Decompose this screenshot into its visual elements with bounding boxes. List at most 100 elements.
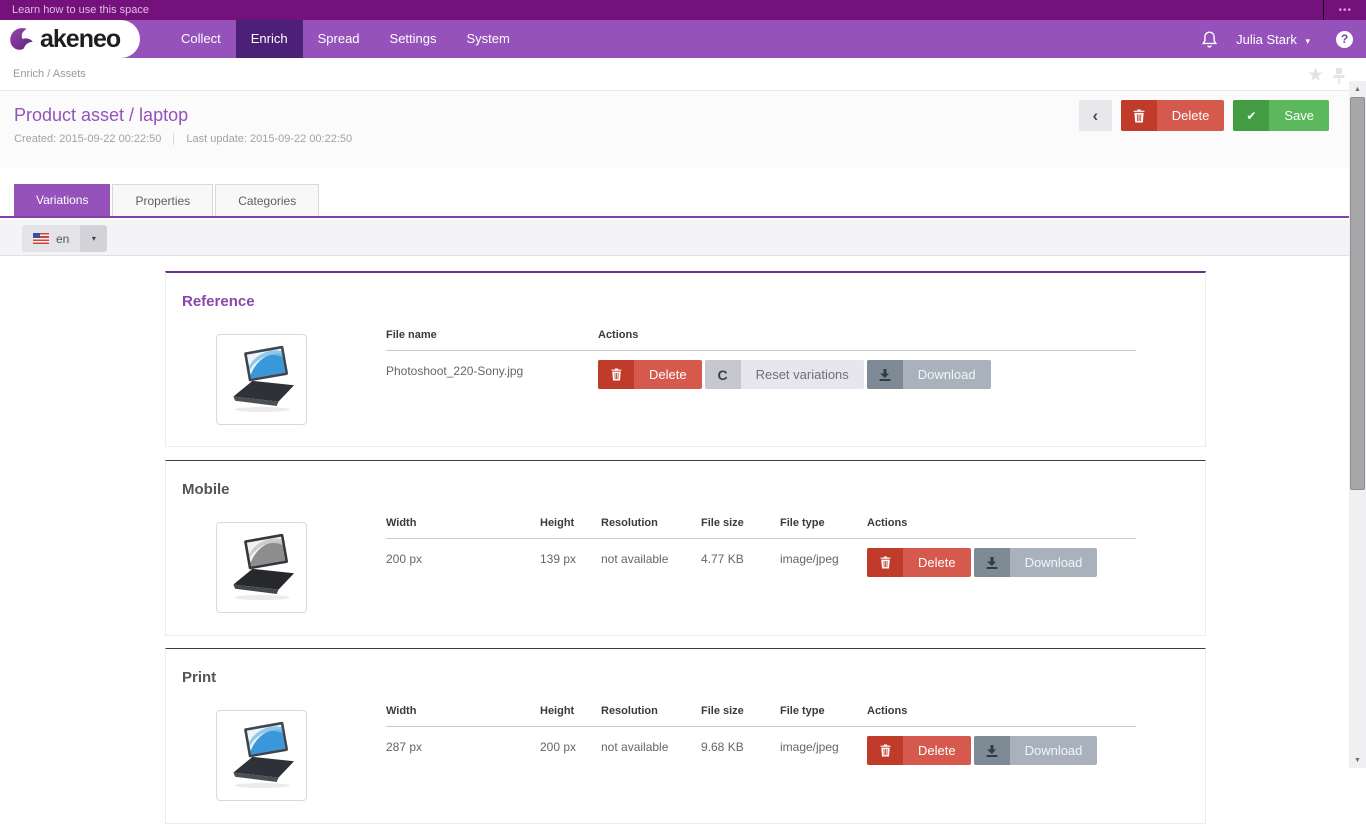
scroll-up-arrow[interactable]: ▲ bbox=[1354, 85, 1361, 93]
main-menu: Collect Enrich Spread Settings System bbox=[166, 20, 525, 58]
height-cell: 200 px bbox=[540, 740, 577, 754]
mobile-table: Width Height Resolution File size File t… bbox=[386, 511, 1136, 577]
download-icon bbox=[973, 736, 1010, 765]
delete-mobile-button[interactable]: Delete bbox=[867, 548, 971, 577]
tab-categories[interactable]: Categories bbox=[215, 184, 320, 216]
notifications-bell-icon[interactable] bbox=[1201, 30, 1218, 49]
breadcrumb[interactable]: Enrich / Assets bbox=[13, 68, 86, 80]
akeneo-logo[interactable]: akeneo bbox=[0, 20, 140, 58]
table-row: 200 px 139 px not available 4.77 KB imag… bbox=[386, 539, 1136, 577]
tab-properties[interactable]: Properties bbox=[112, 184, 214, 216]
column-header-file-size: File size bbox=[701, 511, 780, 539]
table-row: Photoshoot_220-Sony.jpg Delete bbox=[386, 351, 1136, 389]
delete-asset-button[interactable]: Delete bbox=[1120, 100, 1225, 131]
reset-variations-button[interactable]: C Reset variations bbox=[704, 360, 864, 389]
refresh-icon: C bbox=[704, 360, 741, 389]
pin-icon[interactable] bbox=[1332, 67, 1346, 85]
print-thumbnail[interactable] bbox=[216, 710, 307, 801]
download-reference-button[interactable]: Download bbox=[866, 360, 991, 389]
locale-bar: en ▾ bbox=[0, 220, 1366, 256]
resolution-cell: not available bbox=[601, 740, 669, 754]
tab-variations[interactable]: Variations bbox=[14, 184, 111, 216]
user-name: Julia Stark bbox=[1236, 31, 1297, 47]
file-name-cell: Photoshoot_220-Sony.jpg bbox=[386, 364, 524, 378]
trash-icon bbox=[598, 360, 634, 389]
delete-print-button[interactable]: Delete bbox=[867, 736, 971, 765]
column-header-resolution: Resolution bbox=[601, 511, 701, 539]
user-menu[interactable]: Julia Stark ▾ bbox=[1236, 32, 1310, 47]
save-button[interactable]: ✔ Save bbox=[1233, 100, 1329, 131]
height-cell: 139 px bbox=[540, 552, 577, 566]
column-header-file-type: File type bbox=[780, 699, 867, 727]
trash-icon bbox=[867, 548, 903, 577]
meta-divider bbox=[173, 133, 175, 145]
locale-dropdown-button[interactable]: ▾ bbox=[80, 225, 108, 252]
brand-name: akeneo bbox=[40, 24, 121, 53]
mobile-thumbnail[interactable] bbox=[216, 522, 307, 613]
column-header-resolution: Resolution bbox=[601, 699, 701, 727]
scrollbar-thumb[interactable] bbox=[1350, 97, 1365, 490]
table-row: 287 px 200 px not available 9.68 KB imag… bbox=[386, 727, 1136, 765]
locale-switcher[interactable]: en ▾ bbox=[22, 225, 108, 252]
laptop-image bbox=[232, 345, 294, 412]
file-type-cell: image/jpeg bbox=[780, 740, 839, 754]
breadcrumb-row: Enrich / Assets ★ bbox=[0, 58, 1366, 91]
akeneo-bird-icon bbox=[10, 28, 33, 50]
scroll-down-arrow[interactable]: ▼ bbox=[1354, 756, 1361, 764]
nav-item-collect[interactable]: Collect bbox=[181, 31, 221, 46]
file-size-cell: 9.68 KB bbox=[701, 740, 744, 754]
download-mobile-button[interactable]: Download bbox=[973, 548, 1098, 577]
page-title: Product asset / laptop bbox=[14, 105, 189, 125]
download-print-button[interactable]: Download bbox=[973, 736, 1098, 765]
column-header-height: Height bbox=[540, 511, 601, 539]
column-header-actions: Actions bbox=[867, 511, 1136, 539]
nav-item-system[interactable]: System bbox=[466, 31, 510, 46]
scrollbar[interactable]: ▲ ▼ bbox=[1349, 81, 1366, 768]
section-mobile: Mobile Width Height Resolution File bbox=[165, 460, 1206, 636]
column-header-width: Width bbox=[386, 511, 540, 539]
section-title: Mobile bbox=[182, 481, 230, 498]
topbar-separator bbox=[1323, 0, 1325, 20]
section-print: Print Width Height Resolution File s bbox=[165, 648, 1206, 824]
favorite-star-icon[interactable]: ★ bbox=[1306, 65, 1324, 86]
file-type-cell: image/jpeg bbox=[780, 552, 839, 566]
help-icon[interactable]: ? bbox=[1336, 30, 1353, 48]
save-button-label: Save bbox=[1284, 108, 1314, 123]
column-header-width: Width bbox=[386, 699, 540, 727]
main-navbar: akeneo Collect Enrich Spread Settings Sy… bbox=[0, 20, 1366, 58]
nav-item-enrich[interactable]: Enrich bbox=[235, 20, 303, 58]
variations-panel: Reference File name Actions Ph bbox=[0, 256, 1349, 824]
width-cell: 287 px bbox=[386, 740, 423, 754]
delete-button-label: Delete bbox=[1171, 108, 1210, 123]
trash-icon bbox=[867, 736, 903, 765]
column-header-height: Height bbox=[540, 699, 601, 727]
column-header-file-name: File name bbox=[386, 323, 598, 351]
chevron-left-icon: ‹ bbox=[1092, 105, 1099, 125]
last-update-date: Last update: 2015-09-22 00:22:50 bbox=[186, 133, 353, 145]
nav-item-spread[interactable]: Spread bbox=[317, 31, 360, 46]
download-icon bbox=[973, 548, 1010, 577]
announcement-bar: Learn how to use this space ••• bbox=[0, 0, 1366, 20]
column-header-actions: Actions bbox=[598, 323, 1136, 351]
section-reference: Reference File name Actions Ph bbox=[165, 271, 1206, 447]
laptop-image bbox=[232, 721, 294, 788]
learn-link[interactable]: Learn how to use this space bbox=[12, 4, 149, 16]
locale-code: en bbox=[56, 231, 70, 246]
reference-thumbnail[interactable] bbox=[216, 334, 307, 425]
nav-item-settings[interactable]: Settings bbox=[389, 31, 437, 46]
page-header: Product asset / laptop Created: 2015-09-… bbox=[0, 91, 1349, 168]
trash-icon bbox=[1120, 100, 1157, 131]
chevron-down-icon: ▾ bbox=[1305, 35, 1310, 46]
delete-reference-button[interactable]: Delete bbox=[598, 360, 702, 389]
section-title: Reference bbox=[182, 293, 255, 310]
laptop-image-grayscale bbox=[232, 533, 294, 600]
created-date: Created: 2015-09-22 00:22:50 bbox=[14, 133, 162, 145]
back-button[interactable]: ‹ bbox=[1078, 100, 1112, 131]
section-title: Print bbox=[182, 669, 217, 686]
tabs-band: Variations Properties Categories bbox=[0, 168, 1366, 218]
print-table: Width Height Resolution File size File t… bbox=[386, 699, 1136, 765]
resolution-cell: not available bbox=[601, 552, 669, 566]
column-header-file-size: File size bbox=[701, 699, 780, 727]
more-options-button[interactable]: ••• bbox=[1338, 4, 1352, 16]
download-icon bbox=[866, 360, 903, 389]
